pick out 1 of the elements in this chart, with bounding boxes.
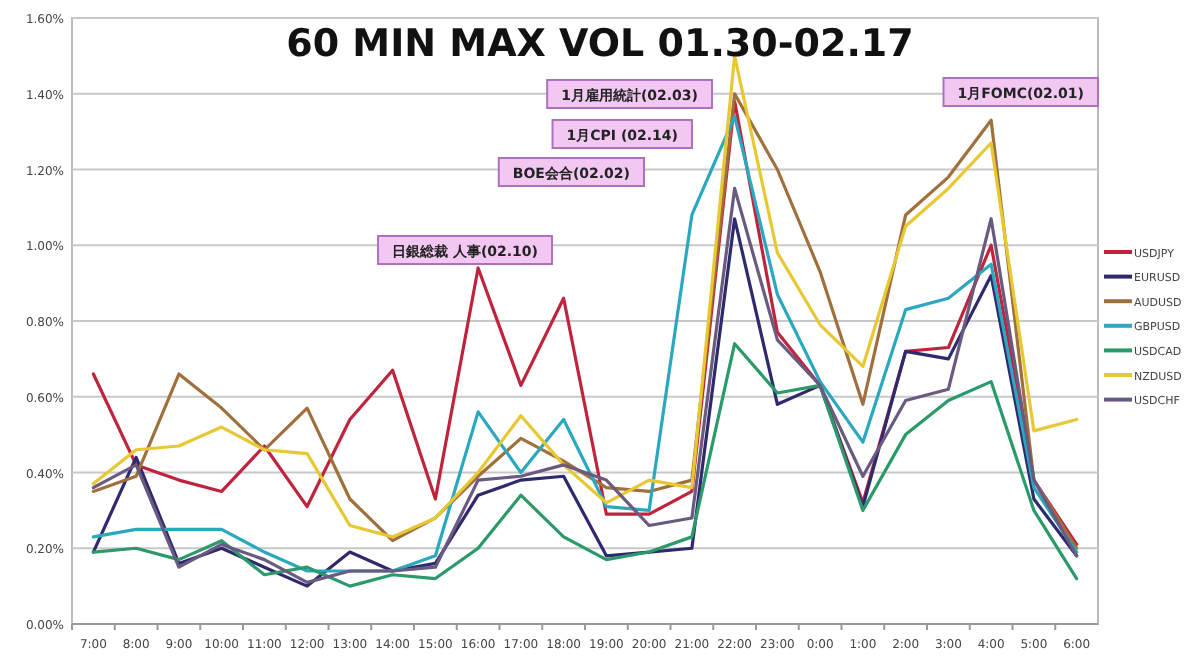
chart-title: 60 MIN MAX VOL 01.30-02.17 (286, 22, 914, 66)
